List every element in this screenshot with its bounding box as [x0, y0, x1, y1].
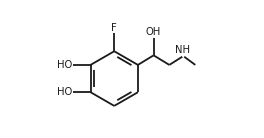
- Text: HO: HO: [57, 87, 72, 97]
- Text: HO: HO: [57, 60, 72, 70]
- Text: F: F: [111, 23, 117, 33]
- Text: OH: OH: [146, 27, 161, 37]
- Text: NH: NH: [175, 45, 190, 55]
